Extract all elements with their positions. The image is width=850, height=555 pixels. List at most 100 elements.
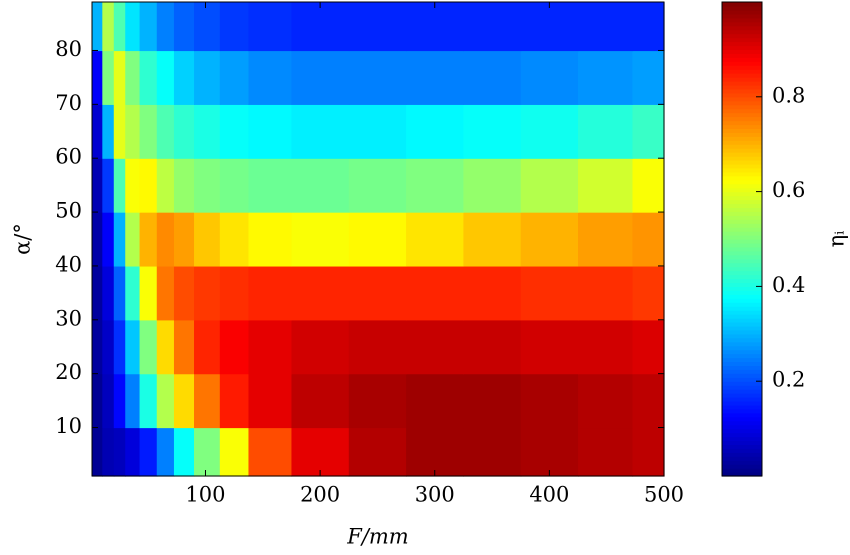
heatmap-cell (92, 212, 103, 267)
colorbar-swatch (722, 88, 762, 94)
heatmap-cell (406, 50, 464, 105)
colorbar-swatch (722, 472, 762, 477)
heatmap-cell (219, 104, 250, 159)
heatmap-cell (463, 2, 522, 52)
colorbar-swatch (722, 41, 762, 47)
heatmap-cell (248, 50, 293, 105)
heatmap-cell (173, 373, 195, 429)
colorbar-swatch (722, 278, 762, 284)
colorbar-swatch (722, 424, 762, 430)
colorbar-swatch (722, 302, 762, 307)
colorbar-swatch (722, 353, 762, 359)
colorbar-swatch (722, 104, 762, 110)
heatmap-cell (406, 158, 464, 213)
heatmap-cell (219, 212, 250, 267)
colorbar-swatch (722, 282, 762, 287)
colorbar-tick-label: 0.6 (772, 178, 805, 202)
heatmap-cell (113, 104, 126, 159)
colorbar-swatch (722, 345, 762, 351)
colorbar-swatch (722, 227, 762, 232)
heatmap-cell (632, 427, 665, 477)
heatmap-cell (578, 158, 634, 213)
heatmap-cell (173, 212, 195, 267)
colorbar-swatch (722, 45, 762, 50)
heatmap-cell (463, 319, 522, 375)
heatmap-cell (406, 212, 464, 267)
heatmap-cell (348, 265, 407, 321)
plot-frame (91, 1, 665, 477)
heatmap-cell (248, 212, 293, 267)
heatmap-cell (578, 319, 634, 375)
colorbar-swatch (722, 203, 762, 208)
heatmap-cell (194, 2, 221, 52)
heatmap-cell (291, 265, 350, 321)
colorbar-swatch (722, 258, 762, 264)
heatmap-cell (219, 265, 250, 321)
y-tick-label: 70 (55, 91, 82, 115)
colorbar-swatch (722, 231, 762, 236)
heatmap-cell (125, 265, 141, 321)
heatmap-cell (463, 104, 522, 159)
colorbar-swatch (722, 270, 762, 276)
heatmap-cell (139, 212, 158, 267)
heatmap-cell (92, 265, 103, 321)
heatmap-cell (348, 158, 407, 213)
colorbar-swatch (722, 2, 762, 7)
heatmap-cell (173, 427, 195, 477)
colorbar-swatch (722, 144, 762, 149)
colorbar-swatch (722, 254, 762, 260)
heatmap-cell (102, 158, 115, 213)
colorbar-swatch (722, 29, 762, 35)
heatmap-cell (113, 50, 126, 105)
colorbar-label: ηᵢ (825, 231, 849, 248)
colorbar-swatch (722, 325, 762, 331)
colorbar-swatch (722, 306, 762, 311)
heatmap-cell (578, 373, 634, 429)
colorbar-tick-label: 0.2 (772, 368, 805, 392)
x-tick-label: 300 (415, 483, 455, 507)
y-tick-label: 20 (55, 360, 82, 384)
colorbar-swatch (722, 84, 762, 90)
colorbar-swatch (722, 385, 762, 390)
heatmap-cell (102, 50, 115, 105)
heatmap-cell (348, 104, 407, 159)
colorbar-swatch (722, 13, 762, 19)
colorbar-swatch (722, 69, 762, 74)
colorbar-swatch (722, 333, 762, 339)
colorbar-swatch (722, 124, 762, 129)
y-tick-label: 30 (55, 306, 82, 330)
colorbar-swatch (722, 314, 762, 319)
colorbar-swatch (722, 329, 762, 335)
colorbar-swatch (722, 397, 762, 402)
heatmap-cell (173, 2, 195, 52)
heatmap-cell (92, 104, 103, 159)
colorbar-swatch (722, 408, 762, 414)
heatmap-cell (348, 50, 407, 105)
colorbar-swatch (722, 464, 762, 469)
heatmap-cell (173, 319, 195, 375)
colorbar-swatch (722, 452, 762, 457)
colorbar-swatch (722, 310, 762, 315)
heatmap-cell (125, 212, 141, 267)
colorbar-swatch (722, 361, 762, 366)
heatmap-cell (578, 50, 634, 105)
heatmap-cell (632, 212, 665, 267)
heatmap-cell (520, 373, 579, 429)
heatmap-cell (125, 2, 141, 52)
heatmap-cell (348, 212, 407, 267)
heatmap-cell (520, 2, 579, 52)
heatmap-cell (102, 2, 115, 52)
colorbar-swatch (722, 341, 762, 347)
colorbar-swatch (722, 432, 762, 438)
heatmap-cell (463, 427, 522, 477)
heatmap-cell (463, 158, 522, 213)
heatmap-cell (92, 158, 103, 213)
heatmap-cell (291, 319, 350, 375)
heatmap-cell (578, 104, 634, 159)
heatmap-cell (348, 427, 407, 477)
heatmap-cell (291, 104, 350, 159)
colorbar-swatch (722, 171, 762, 177)
x-tick-label: 200 (300, 483, 340, 507)
colorbar-swatch (722, 195, 762, 201)
